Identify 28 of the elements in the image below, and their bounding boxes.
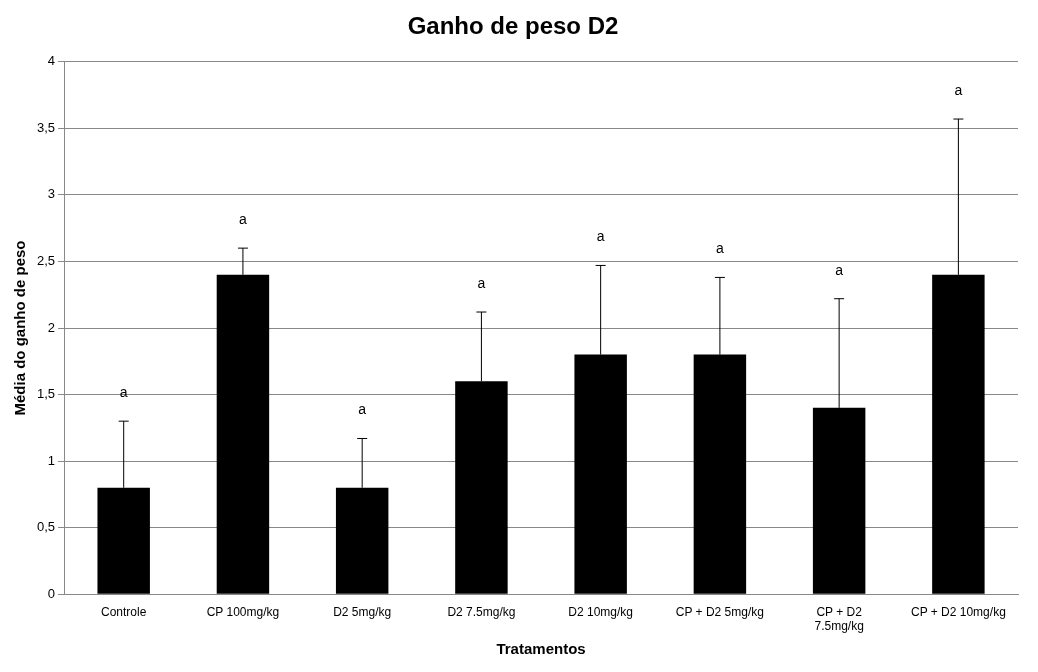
y-tick-label: 2,5 [36,253,56,269]
annotation: a [119,384,128,401]
annotation: a [477,274,486,291]
annotation: a [835,261,844,278]
x-tick-label: CP + D2 5mg/kg [675,604,764,619]
annotation: a [954,81,963,98]
x-tick-label: D2 10mg/kg [568,604,634,619]
y-tick-label: 4 [47,53,56,69]
x-axis-title: Tratamentos [496,640,586,658]
y-tick-label: 3,5 [36,119,56,135]
annotation: a [596,228,605,245]
y-axis-title: Média do ganho de peso [11,240,29,416]
annotation: a [239,211,248,227]
y-tick-label: 0 [47,585,56,601]
x-tick-label: CP + D2 10mg/kg [910,604,1006,619]
y-tick-label: 3 [47,186,56,202]
x-tick-label: D2 5mg/kg [333,604,392,619]
x-tick-label: D2 7.5mg/kg [447,604,516,619]
y-tick-label: 1,5 [36,386,56,402]
y-tick-label: 2 [47,319,56,335]
annotation: a [716,240,724,257]
y-tick-label: 1 [47,452,56,468]
y-tick-label: 0,5 [36,519,56,535]
annotation: a [358,401,367,418]
chart-title: Ganho de peso D2 [407,12,619,40]
x-tick-label: CP 100mg/kg [206,604,280,619]
x-tick-label: CP + D2 7.5mg/kg [814,604,864,634]
x-tick-label: Controle [101,604,147,619]
